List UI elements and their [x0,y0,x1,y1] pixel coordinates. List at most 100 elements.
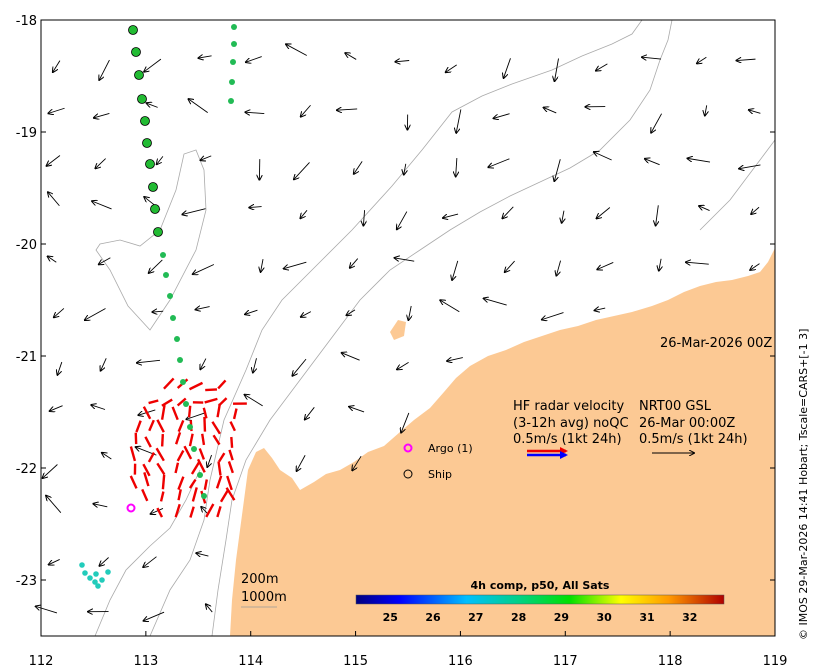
hf-vector [232,408,238,420]
hf-vector [203,416,207,432]
colorbar-title: 4h comp, p50, All Sats [471,579,610,592]
current-vector [597,207,611,219]
current-vector [656,205,659,225]
current-vector [50,405,63,411]
drifter-point-cyan [92,579,98,585]
hf-vector [190,461,201,475]
hf-vector [129,475,138,489]
hf-vector [216,403,222,418]
plateau-contour [95,149,207,331]
argo-float [126,503,136,513]
drifter-point [180,379,186,385]
hf-vector [156,507,164,518]
current-vector [446,64,457,72]
current-vector [144,611,165,621]
current-vector [261,259,263,272]
current-vector [36,606,58,614]
colorbar-tick-label: 26 [425,611,441,624]
hf-legend-line1: HF radar velocity [513,399,625,414]
drifter-point-cyan [93,571,99,577]
current-vector [245,112,265,113]
current-vector [137,360,161,363]
current-vector [337,109,358,110]
current-vector [286,44,307,56]
drifter-point [230,59,236,65]
current-vector [686,262,709,264]
hf-vector [177,489,182,501]
current-vector [249,207,262,208]
colorbar-tick-label: 27 [468,611,483,624]
current-vector [301,104,311,116]
current-vector [198,56,212,58]
current-vector [352,455,362,470]
hf-vector [204,397,218,404]
current-vector [93,504,108,507]
hf-vector [171,406,179,421]
ship-track-point [134,70,144,80]
current-vector [645,159,660,166]
hf-vector [202,407,208,419]
current-vector [193,264,215,274]
current-vector [346,309,356,315]
current-vector [101,358,107,370]
current-vector [188,99,208,114]
hf-vector [216,506,222,518]
ship-track-point [153,227,163,237]
drifter-point-cyan [82,570,88,576]
current-vector [284,261,307,268]
current-vector [92,201,112,210]
hf-vector [159,491,165,502]
hf-vector [143,472,150,487]
current-vector [502,206,514,219]
current-vector [751,206,760,214]
current-vector [597,262,614,269]
current-vector [43,464,58,478]
current-vector [246,56,262,63]
current-vector [488,158,510,167]
current-vector [147,103,158,108]
y-tick-label: -22 [16,462,37,477]
x-tick-label: 112 [29,654,54,669]
argo-legend-label: Argo (1) [428,442,473,455]
current-vector [49,559,60,564]
hf-vector [219,490,229,503]
current-vector [47,155,61,166]
current-vector [143,556,157,567]
current-vector [697,56,707,63]
current-vector [345,53,357,60]
current-vector [300,209,308,218]
ship-track-point [140,116,150,126]
hf-vector [177,476,185,490]
y-tick-label: -19 [16,126,37,141]
hf-vector [144,436,152,448]
ship-track-point [142,138,152,148]
current-vector [201,507,209,515]
hf-vector [188,433,194,447]
ship-track-point [150,204,160,214]
current-vector [749,110,761,113]
hf-vector [188,478,197,489]
hf-vector [215,475,223,489]
drifter-point [187,424,193,430]
hf-vector [196,458,206,473]
contour-200m [211,20,673,636]
current-vector [305,407,315,419]
current-vector [245,395,263,407]
current-vector [556,260,561,276]
current-vector [562,210,564,223]
current-vector [505,260,515,272]
current-vector [452,260,459,280]
current-vector [354,161,363,173]
current-vector [447,358,463,361]
current-vector [157,156,164,164]
current-vector [99,59,110,80]
island [390,320,406,340]
colorbar [355,594,725,605]
drifter-point [163,272,169,278]
current-vector [245,309,258,314]
y-axis: -18 -19 -20 -21 -22 -23 [16,14,775,589]
hf-vector [201,433,206,446]
drifter-point [174,336,180,342]
hf-vector [198,448,206,460]
hf-vector [156,462,166,476]
